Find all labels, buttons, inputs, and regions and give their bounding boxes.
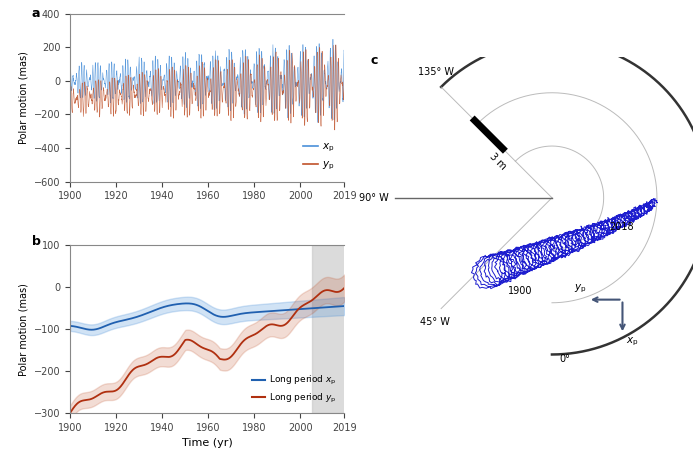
Y-axis label: Polar motion (mas): Polar motion (mas) bbox=[18, 283, 28, 375]
Text: 135° W: 135° W bbox=[418, 67, 454, 77]
Legend: $x_\mathrm{p}$, $y_\mathrm{p}$: $x_\mathrm{p}$, $y_\mathrm{p}$ bbox=[298, 137, 339, 176]
Text: 1900: 1900 bbox=[508, 286, 533, 296]
Legend: Long period $x_\mathrm{p}$, Long period $y_\mathrm{p}$: Long period $x_\mathrm{p}$, Long period … bbox=[248, 371, 340, 409]
Text: 2018: 2018 bbox=[609, 222, 634, 232]
Text: b: b bbox=[32, 235, 41, 248]
Bar bbox=[312, 245, 349, 413]
Text: 90° W: 90° W bbox=[359, 193, 389, 203]
X-axis label: Time (yr): Time (yr) bbox=[182, 438, 232, 448]
Text: 3 m: 3 m bbox=[487, 151, 508, 172]
Text: 45° W: 45° W bbox=[420, 317, 449, 327]
Text: 0°: 0° bbox=[560, 354, 570, 364]
Text: a: a bbox=[32, 7, 40, 20]
Text: c: c bbox=[370, 54, 377, 67]
Text: $y_\mathrm{p}$: $y_\mathrm{p}$ bbox=[574, 283, 587, 295]
Text: $x_\mathrm{p}$: $x_\mathrm{p}$ bbox=[626, 336, 638, 348]
Y-axis label: Polar motion (mas): Polar motion (mas) bbox=[18, 51, 28, 144]
